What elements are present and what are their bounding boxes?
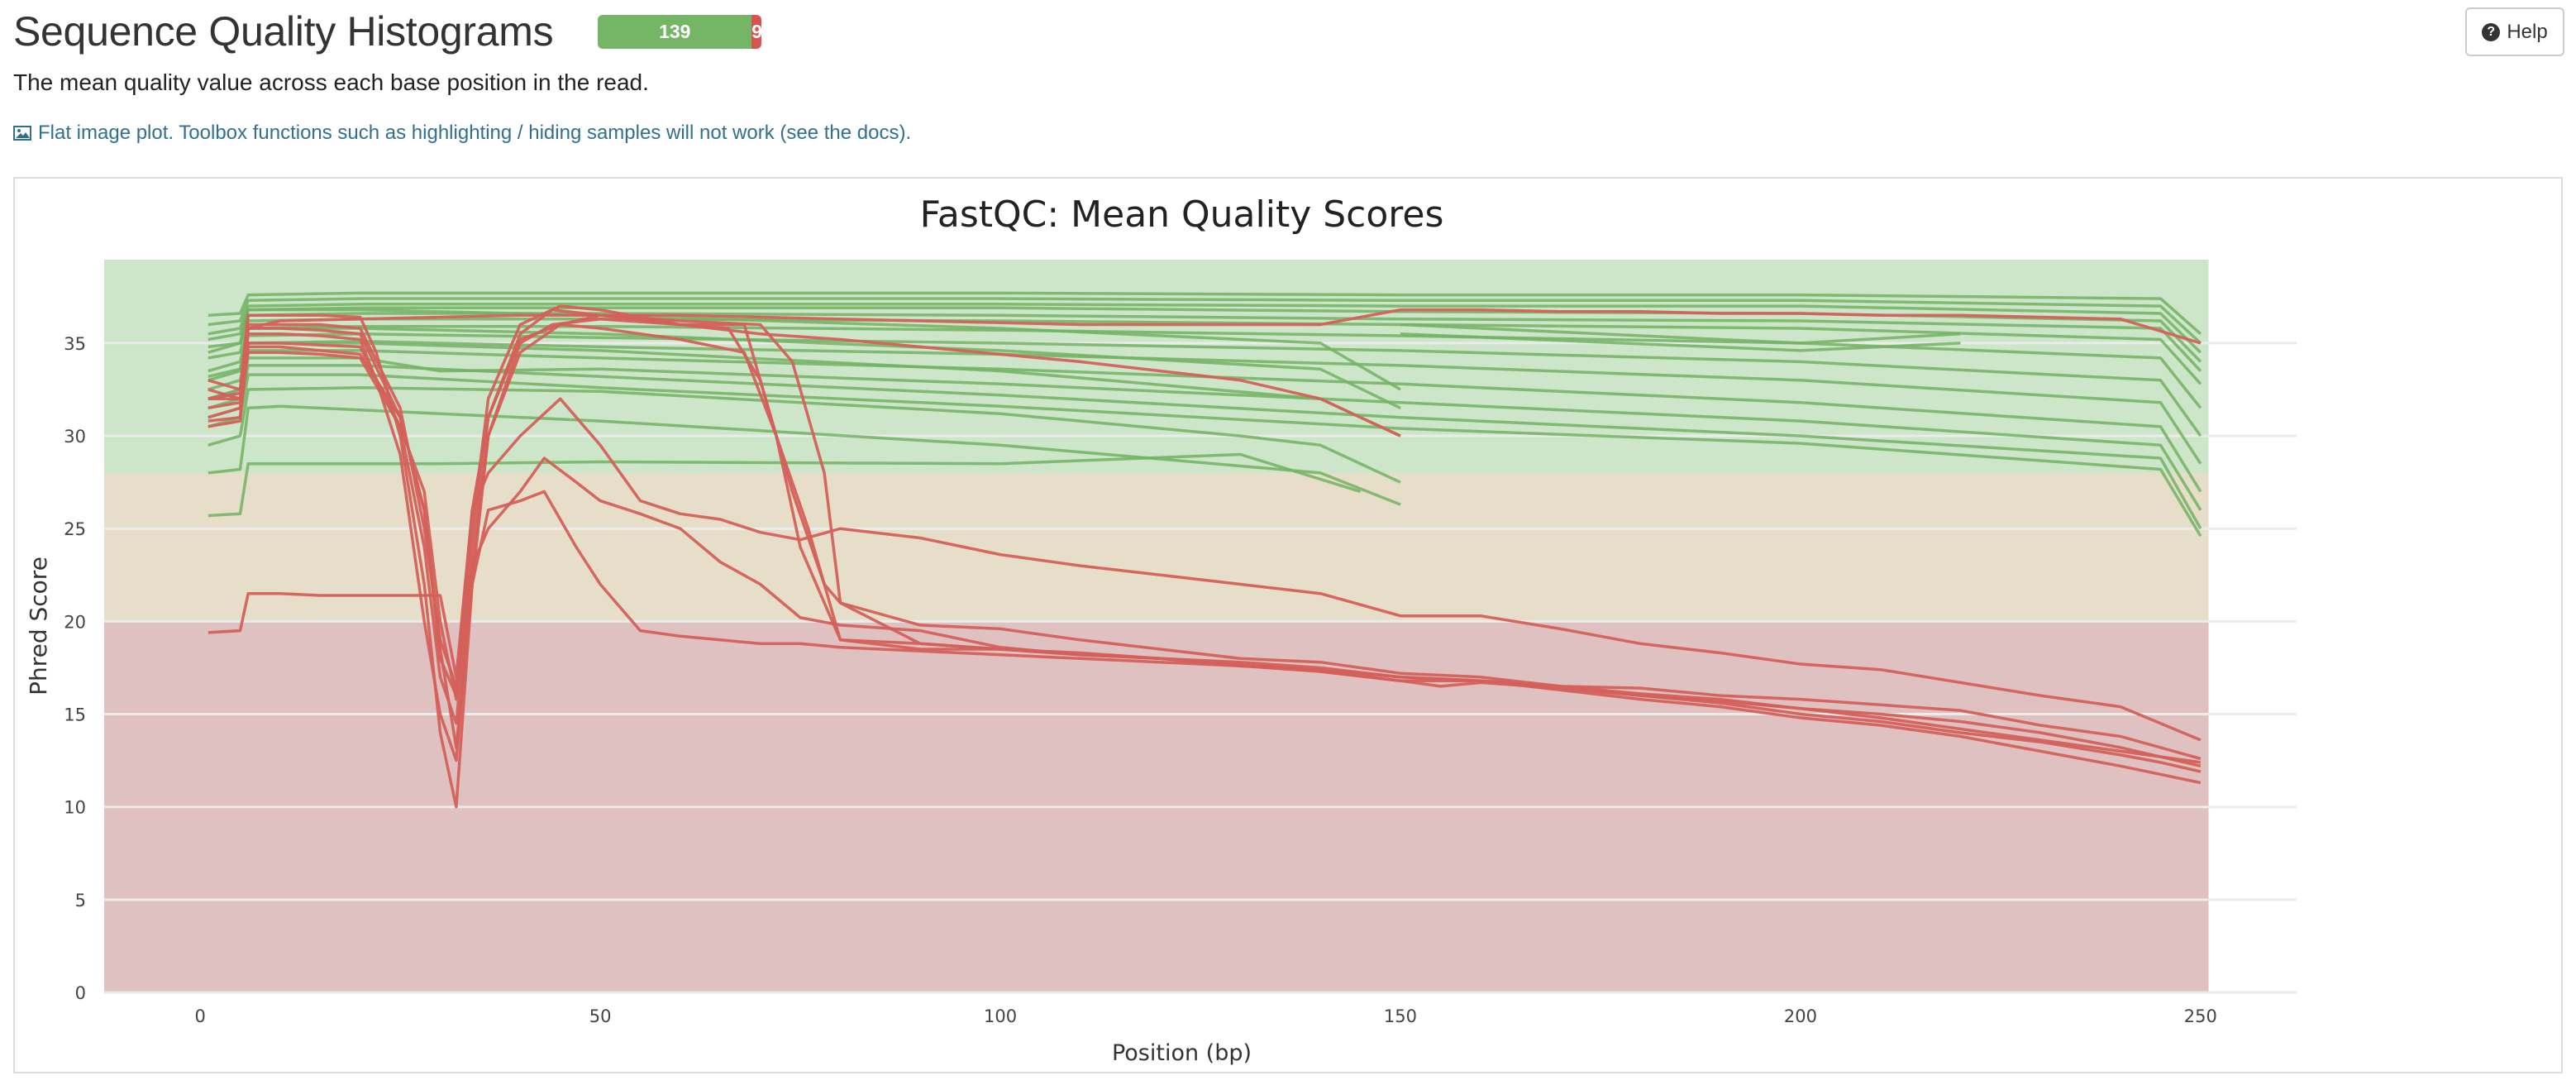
section-header: Sequence Quality Histograms 139 9 <box>13 7 762 56</box>
help-button-label: Help <box>2507 20 2548 43</box>
chart-title: FastQC: Mean Quality Scores <box>920 194 1444 236</box>
x-tick-label: 200 <box>1784 1006 1817 1026</box>
pass-sample-line <box>208 386 1401 484</box>
flat-note-text: Flat image plot. Toolbox functions such … <box>38 122 911 145</box>
fail-sample-line <box>208 308 2202 400</box>
flat-note-suffix: ). <box>899 122 912 144</box>
quality-zone-1 <box>104 472 2209 622</box>
fail-sample-line <box>208 345 1401 749</box>
section-description: The mean quality value across each base … <box>13 69 649 95</box>
x-axis-label: Position (bp) <box>1112 1040 1252 1066</box>
question-circle-icon: ? <box>2482 22 2501 41</box>
flat-note-prefix: Flat image plot. Toolbox functions such … <box>38 122 787 144</box>
status-fail-count: 9 <box>751 20 762 42</box>
pass-sample-line <box>1400 332 1961 352</box>
y-tick-label: 35 <box>64 334 86 354</box>
quality-chart: 0 5 10 15 20 25 30 35 0 50 100 150 200 250 FastQC: Mea… <box>25 194 2297 1066</box>
status-pass-segment[interactable]: 139 <box>598 14 752 49</box>
x-tick-label: 0 <box>194 1006 205 1026</box>
fail-sample-line <box>208 318 2202 773</box>
docs-link[interactable]: see the docs <box>786 122 899 144</box>
pass-sample-line <box>208 327 1401 409</box>
pass-sample-line <box>208 308 1401 391</box>
pass-sample-line <box>1400 323 1961 345</box>
y-tick-label: 5 <box>75 891 86 911</box>
y-tick-label: 0 <box>75 983 86 1003</box>
pass-sample-line <box>208 303 2202 354</box>
y-tick-label: 20 <box>64 612 86 632</box>
x-tick-label: 50 <box>589 1006 612 1026</box>
fail-sample-line <box>208 397 2202 742</box>
y-tick-label: 15 <box>64 705 86 725</box>
pass-sample-line <box>208 373 2202 538</box>
x-tick-label: 150 <box>1384 1006 1417 1026</box>
help-button[interactable]: ? Help <box>2465 7 2564 56</box>
y-tick-label: 10 <box>64 798 86 818</box>
status-pass-count: 139 <box>659 20 691 42</box>
x-tick-label: 100 <box>984 1006 1017 1026</box>
status-bar[interactable]: 139 9 <box>598 14 762 49</box>
pass-sample-line <box>208 297 2202 345</box>
picture-icon <box>13 126 31 141</box>
fail-sample-line <box>208 313 1401 809</box>
plot-container: 0 5 10 15 20 25 30 35 0 50 100 150 200 250 FastQC: Mea… <box>13 177 2563 1073</box>
y-tick-label: 25 <box>64 519 86 539</box>
y-axis-label: Phred Score <box>25 557 52 695</box>
series-group <box>208 291 2202 809</box>
x-tick-label: 250 <box>2184 1006 2217 1026</box>
section-title: Sequence Quality Histograms <box>13 8 554 55</box>
pass-sample-line <box>208 291 2202 336</box>
y-tick-label: 30 <box>64 427 86 447</box>
status-fail-segment[interactable]: 9 <box>751 14 762 49</box>
pass-sample-line <box>208 318 2202 385</box>
flat-plot-note: Flat image plot. Toolbox functions such … <box>13 122 911 145</box>
